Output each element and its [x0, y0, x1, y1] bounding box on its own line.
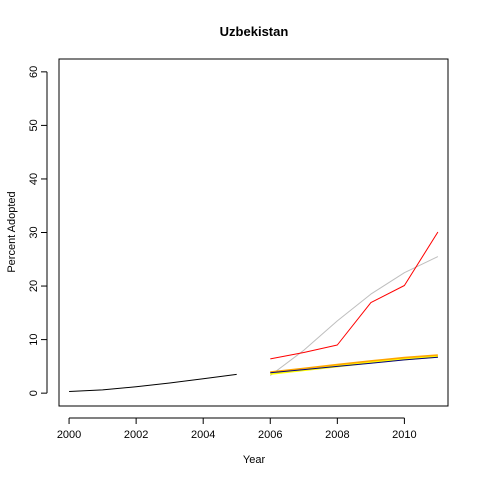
- series-line-2: [269, 256, 439, 376]
- x-tick-label: 2010: [392, 429, 416, 441]
- y-tick-label: 40: [28, 173, 40, 185]
- y-tick-label: 50: [28, 119, 40, 131]
- series-line-6: [270, 356, 438, 374]
- y-tick-label: 10: [28, 333, 40, 345]
- plot-frame: [58, 58, 449, 407]
- x-tick-label: 2002: [124, 429, 148, 441]
- y-axis-label: Percent Adopted: [6, 191, 18, 272]
- series-line-3: [270, 231, 439, 360]
- x-tick-label: 2000: [57, 429, 81, 441]
- series-layer: [69, 231, 439, 392]
- x-axis-label: Year: [243, 454, 266, 466]
- x-tick-label: 2006: [258, 429, 282, 441]
- chart-title: Uzbekistan: [220, 24, 289, 39]
- y-tick-label: 60: [28, 66, 40, 78]
- x-tick-label: 2004: [191, 429, 215, 441]
- y-tick-label: 0: [28, 390, 40, 396]
- y-tick-label: 30: [28, 226, 40, 238]
- x-axis: 2000 2002 2004 2006 2008 2010: [57, 417, 417, 441]
- y-tick-label: 20: [28, 280, 40, 292]
- series-line-1: [69, 373, 237, 392]
- y-axis: 0 10 20 30 40 50 60: [28, 66, 48, 396]
- x-tick-label: 2008: [325, 429, 349, 441]
